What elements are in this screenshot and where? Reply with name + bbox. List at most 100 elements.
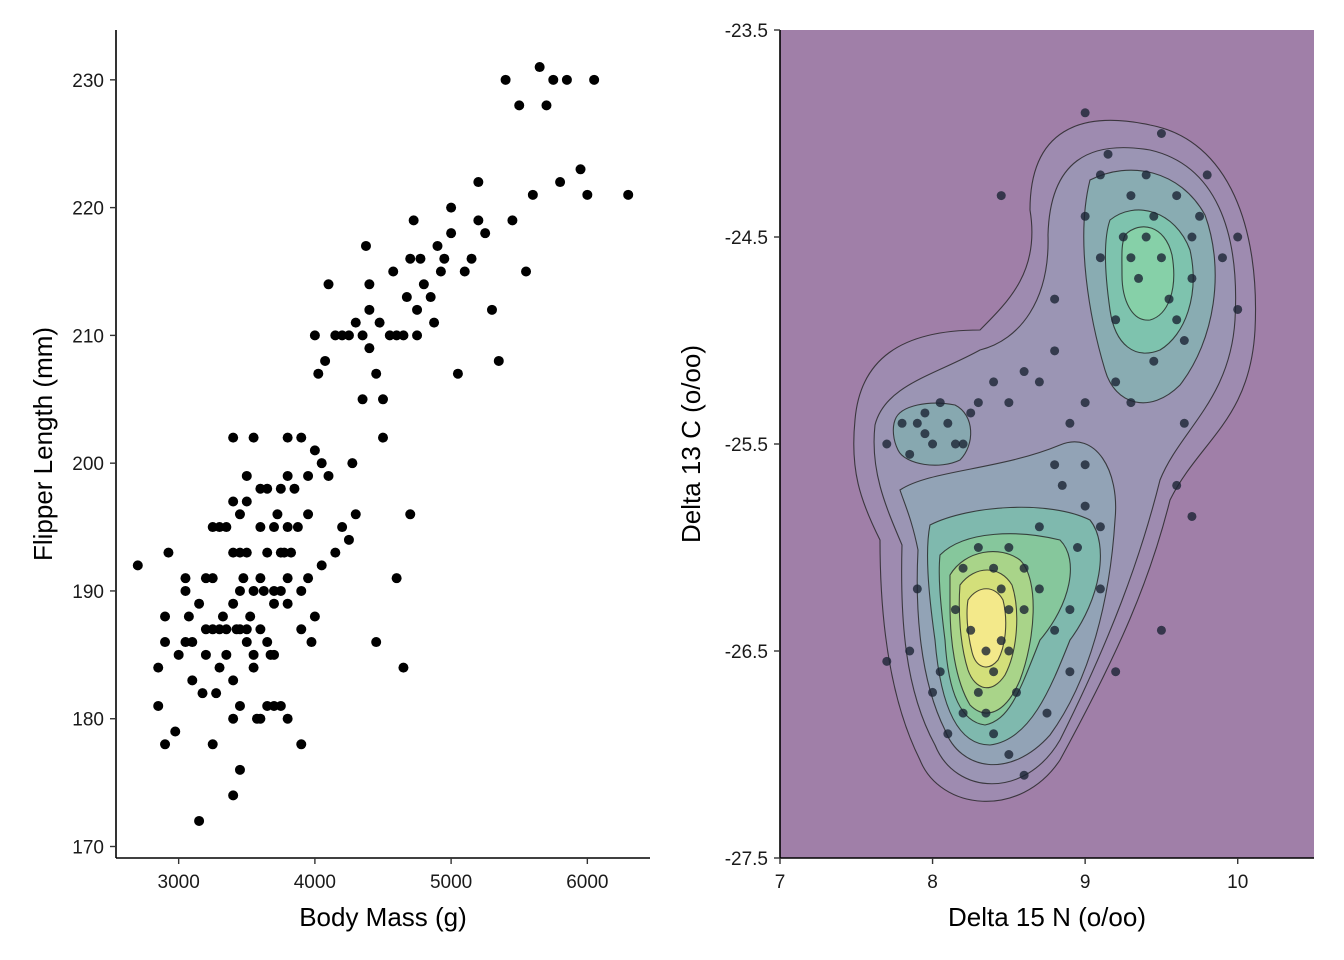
data-point (309, 445, 320, 456)
data-point (989, 667, 999, 677)
data-point (1233, 232, 1243, 242)
data-point (1126, 191, 1136, 201)
data-point (589, 74, 600, 85)
data-point (282, 470, 293, 481)
data-point (214, 662, 225, 673)
data-point (575, 164, 586, 175)
data-point (1126, 398, 1136, 408)
data-point (415, 253, 426, 264)
x-axis-title: Body Mass (g) (299, 902, 467, 932)
data-point (1042, 708, 1052, 718)
data-point (248, 662, 259, 673)
data-points (132, 62, 634, 826)
data-point (391, 573, 402, 584)
axis-ticks: 7 8 9 10 -27.5 -26.5 -25.5 -24.5 -23.5 (725, 21, 1249, 893)
data-point (170, 726, 181, 737)
data-point (1187, 232, 1197, 242)
data-point (153, 662, 164, 673)
data-point (582, 189, 593, 200)
data-point (234, 700, 245, 711)
data-point (1065, 418, 1075, 428)
data-point (1156, 129, 1166, 138)
contour-level (892, 402, 972, 466)
data-point (248, 649, 259, 660)
data-point (357, 330, 368, 341)
data-point (234, 509, 245, 520)
data-point (928, 439, 938, 449)
data-point (282, 432, 293, 443)
data-point (958, 708, 968, 718)
data-point (882, 439, 892, 449)
data-point (1126, 253, 1136, 263)
data-point (1050, 346, 1060, 356)
data-point (1004, 543, 1014, 552)
data-point (269, 598, 280, 609)
data-point (950, 605, 960, 615)
data-point (241, 637, 252, 648)
x-tick-label: 10 (1227, 872, 1248, 893)
data-point (262, 637, 273, 648)
data-point (973, 398, 983, 408)
data-point (282, 522, 293, 533)
data-point (943, 729, 953, 739)
data-point (989, 563, 999, 573)
data-point (248, 585, 259, 596)
y-tick-label: 210 (72, 326, 104, 347)
data-point (1004, 605, 1014, 615)
data-point (1111, 315, 1121, 325)
data-point (1034, 522, 1044, 532)
data-point (187, 637, 198, 648)
data-point (197, 688, 208, 699)
data-point (228, 598, 239, 609)
data-point (255, 573, 266, 584)
data-point (1195, 211, 1205, 221)
data-point (286, 547, 297, 558)
data-point (912, 418, 922, 428)
data-point (514, 100, 525, 111)
data-point (408, 215, 419, 226)
data-point (228, 432, 239, 443)
data-point (1050, 294, 1060, 304)
data-point (207, 573, 218, 584)
data-point (935, 398, 945, 408)
data-point (398, 662, 409, 673)
data-point (439, 253, 450, 264)
data-point (282, 598, 293, 609)
density-panel: 7 8 9 10 -27.5 -26.5 -25.5 -24.5 -23.5 Delta 15 … (676, 21, 1314, 932)
data-point (507, 215, 518, 226)
data-point (241, 547, 252, 558)
data-point (183, 611, 194, 622)
data-point (452, 368, 463, 379)
data-point (958, 563, 968, 573)
data-point (466, 253, 477, 264)
data-point (1134, 273, 1144, 283)
data-point (500, 74, 511, 85)
data-point (296, 624, 307, 635)
data-point (296, 432, 307, 443)
data-point (541, 100, 552, 111)
data-point (928, 687, 938, 697)
data-point (548, 74, 559, 85)
data-point (234, 764, 245, 775)
data-point (255, 713, 266, 724)
data-point (313, 368, 324, 379)
y-tick-label: 200 (72, 454, 104, 475)
data-point (371, 637, 382, 648)
data-point (459, 266, 470, 277)
data-point (1103, 149, 1113, 159)
data-point (527, 189, 538, 200)
data-point (258, 585, 269, 596)
data-point (1080, 460, 1090, 470)
data-point (1141, 170, 1151, 180)
y-axis-title: Flipper Length (mm) (28, 327, 58, 561)
data-point (432, 240, 443, 251)
data-point (323, 279, 334, 290)
data-point (1149, 211, 1159, 221)
data-point (330, 547, 341, 558)
data-point (160, 739, 171, 750)
data-point (173, 649, 184, 660)
data-point (296, 585, 307, 596)
data-point (282, 573, 293, 584)
data-point (309, 330, 320, 341)
